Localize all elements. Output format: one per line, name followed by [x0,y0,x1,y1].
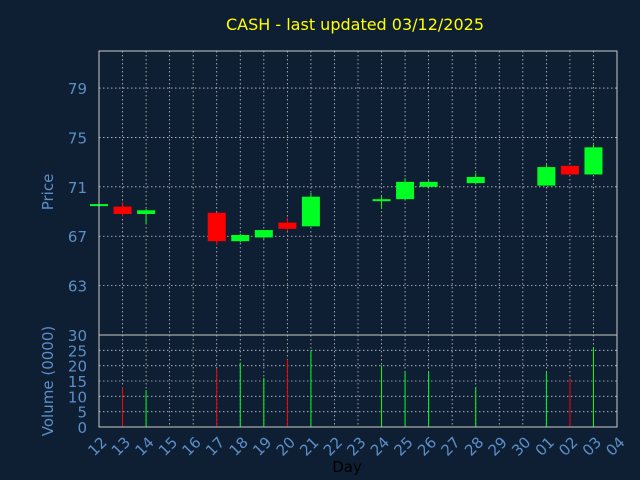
volume-tick-label: 30 [68,327,87,345]
x-tick-label: 13 [108,433,134,459]
x-tick-label: 01 [532,433,558,459]
candle [231,233,250,243]
price-y-axis-label: Price [39,174,57,211]
candle [396,178,415,200]
volume-tick-label: 0 [77,419,87,437]
candle [372,195,391,210]
candle-body [113,206,132,214]
x-tick-label: 16 [179,433,205,459]
x-tick-label: 24 [367,433,393,459]
x-axis-ticks: 1213141516171819202122232425262728293001… [84,433,628,459]
volume-tick-label: 15 [68,373,87,391]
candle [584,144,603,175]
candle [560,165,579,175]
candle [137,209,156,224]
x-tick-label: 29 [485,433,511,459]
x-tick-label: 04 [602,433,628,459]
candle [113,201,132,217]
x-tick-label: 14 [131,433,157,459]
price-tick-label: 75 [68,129,87,147]
x-axis-label: Day [332,458,362,476]
candle [537,164,556,186]
x-tick-label: 03 [579,433,605,459]
candle-body [254,230,273,238]
x-tick-label: 17 [202,433,228,459]
candle [419,180,438,187]
x-tick-label: 21 [296,433,322,459]
x-tick-label: 19 [249,433,275,459]
x-tick-label: 23 [343,433,369,459]
x-tick-label: 20 [273,433,299,459]
volume-y-axis-label: Volume (0000) [39,326,57,436]
x-tick-label: 02 [555,433,581,459]
candle [301,193,320,227]
candle [466,173,485,184]
price-tick-label: 79 [68,80,87,98]
candle [278,217,297,232]
candle-body [137,210,156,214]
candle-body [301,196,320,227]
volume-grid [99,335,617,427]
candle-body [466,176,485,184]
candle [207,212,226,245]
x-tick-label: 26 [414,433,440,459]
price-tick-label: 71 [68,179,87,197]
x-tick-label: 22 [320,433,346,459]
x-tick-label: 30 [508,433,534,459]
candle-body [419,181,438,187]
volume-tick-label: 5 [77,404,87,422]
price-tick-label: 67 [68,228,87,246]
candle-body [207,212,226,242]
x-tick-label: 12 [84,433,110,459]
chart-title: CASH - last updated 03/12/2025 [226,15,484,34]
price-panel: 63 67 71 75 79 Price [39,50,618,336]
volume-bars [122,347,594,427]
volume-tick-label: 25 [68,342,87,360]
x-tick-label: 18 [226,433,252,459]
price-tick-label: 63 [68,278,87,296]
x-tick-label: 28 [461,433,487,459]
candle [254,230,273,239]
x-tick-label: 15 [155,433,181,459]
candle-body [231,234,250,242]
volume-tick-label: 10 [68,388,87,406]
candle-body [537,167,556,186]
x-tick-label: 25 [390,433,416,459]
x-tick-label: 27 [438,433,464,459]
candle-body [584,147,603,175]
volume-frame [98,334,618,428]
candle-body [278,222,297,229]
candle-body [396,181,415,200]
price-y-ticks: 63 67 71 75 79 [68,80,87,296]
volume-tick-label: 20 [68,358,87,376]
candle-body [560,165,579,175]
price-grid [99,51,617,335]
candle-body [372,199,391,202]
price-candles [90,144,603,245]
